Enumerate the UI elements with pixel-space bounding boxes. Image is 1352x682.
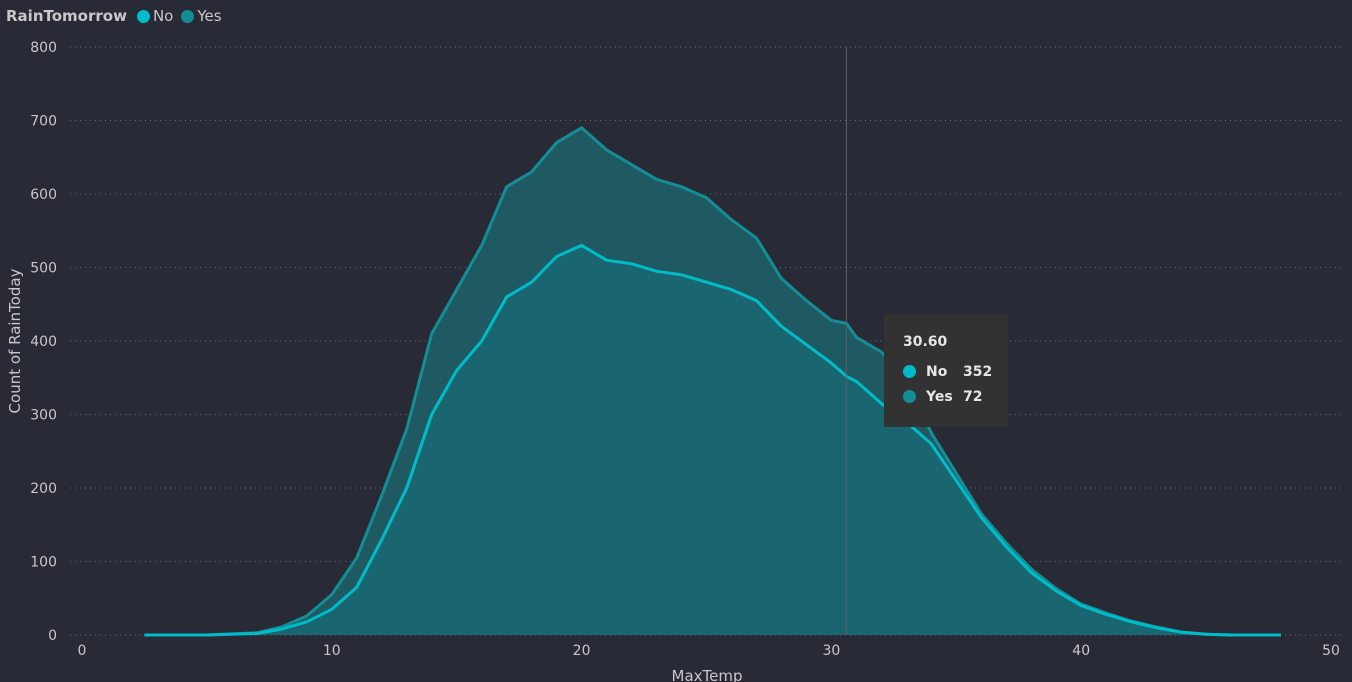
x-tick-label: 50 [1322, 643, 1340, 659]
y-tick-label: 500 [30, 261, 57, 277]
series-no-line [144, 243, 1281, 637]
legend: RainTomorrow No Yes [6, 7, 230, 25]
axis-ticks: 0 100 200 300 400 500 600 700 800 0 10 20 30 40 50 [30, 40, 1340, 659]
legend-dot-yes-icon [181, 9, 195, 23]
y-tick-label: 0 [48, 628, 57, 644]
tooltip-value-no: 352 [963, 363, 993, 380]
legend-label-no: No [152, 7, 174, 25]
legend-dot-no-icon [136, 9, 150, 23]
y-axis-label: Count of RainToday [6, 268, 24, 413]
legend-item-yes[interactable]: Yes [181, 7, 222, 25]
y-tick-label: 100 [30, 555, 57, 571]
y-tick-label: 300 [30, 408, 57, 424]
tooltip-dot-no-icon [903, 365, 916, 378]
x-tick-label: 20 [573, 643, 591, 659]
tooltip-value-yes: 72 [963, 388, 983, 405]
legend-title: RainTomorrow [6, 7, 127, 25]
x-tick-label: 30 [822, 643, 840, 659]
x-tick-label: 40 [1072, 643, 1090, 659]
y-tick-label: 700 [30, 114, 57, 130]
series-no-area [144, 245, 1281, 635]
y-tick-label: 400 [30, 334, 57, 350]
y-tick-label: 800 [30, 40, 57, 56]
x-axis-label: MaxTemp [672, 667, 743, 682]
legend-item-no[interactable]: No [136, 7, 174, 25]
tooltip-label-no: No [926, 363, 948, 380]
x-tick-label: 10 [323, 643, 341, 659]
y-tick-label: 600 [30, 187, 57, 203]
y-tick-label: 200 [30, 481, 57, 497]
series-areas [144, 126, 1281, 637]
tooltip-row-no: No 352 [903, 359, 1008, 384]
tooltip-dot-yes-icon [903, 390, 916, 403]
tooltip-label-yes: Yes [926, 388, 953, 405]
tooltip-row-yes: Yes 72 [903, 384, 1008, 409]
x-tick-label: 0 [78, 643, 87, 659]
tooltip-title: 30.60 [903, 334, 948, 350]
legend-label-yes: Yes [197, 7, 222, 25]
tooltip: 30.60 No 352 Yes 72 [884, 314, 1008, 427]
series-yes-area [144, 127, 1281, 636]
